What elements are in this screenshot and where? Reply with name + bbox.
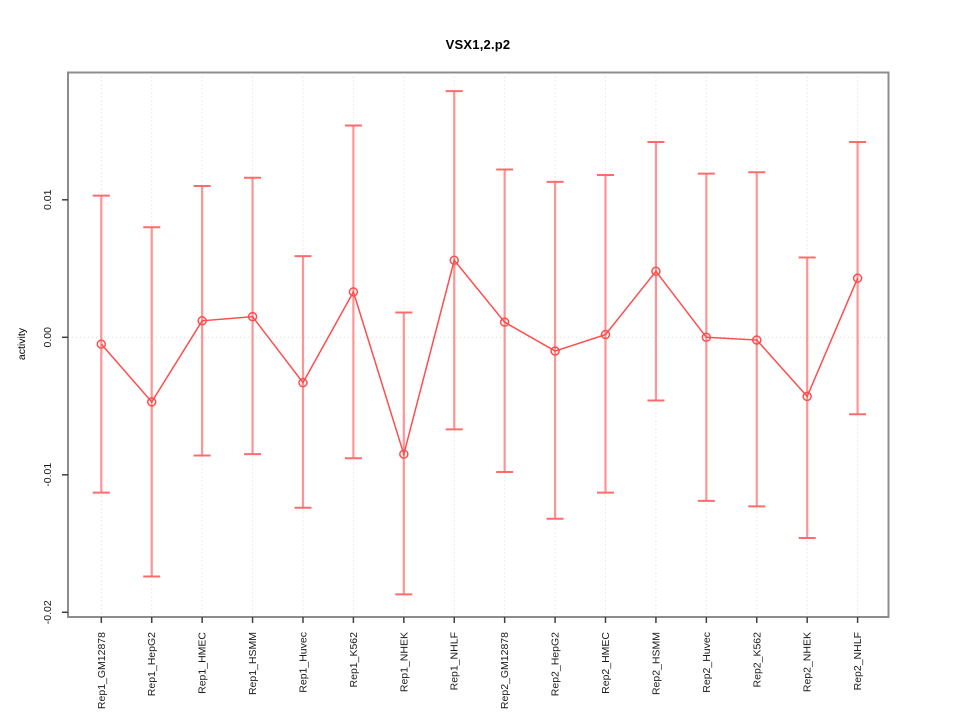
y-tick-label: -0.02	[42, 600, 54, 624]
y-axis: 0.01 0.00 -0.01 -0.02	[42, 189, 68, 624]
x-axis: Rep1_GM12878 Rep1_HepG2 Rep1_HMEC Rep1_HSMM…	[96, 617, 864, 709]
x-tick-label: Rep1_Huvec	[297, 632, 309, 693]
x-tick-label: Rep2_NHLF	[852, 632, 864, 690]
x-tick-label: Rep2_HSMM	[650, 632, 662, 695]
data-point	[651, 266, 661, 277]
data-point	[550, 346, 560, 356]
x-tick-label: Rep1_K562	[348, 632, 360, 688]
data-point	[146, 397, 157, 407]
chart-title: VSX1,2.p2	[445, 37, 511, 52]
x-tick-label: Rep1_HMEC	[197, 632, 209, 694]
data-point	[348, 287, 359, 297]
x-tick-label: Rep1_NHEK	[398, 632, 410, 692]
x-tick-label: Rep2_HMEC	[600, 632, 612, 694]
y-tick-label: 0.00	[42, 327, 54, 348]
x-tick-label: Rep2_K562	[751, 632, 763, 688]
data-point	[197, 316, 207, 326]
data-points	[96, 255, 863, 459]
x-tick-label: Rep1_HSMM	[247, 632, 259, 695]
x-tick-label: Rep2_Huvec	[701, 632, 713, 693]
x-tick-label: Rep2_NHEK	[802, 632, 814, 692]
data-point	[802, 391, 812, 402]
plot-box	[67, 71, 890, 618]
x-tick-label: Rep2_HepG2	[550, 632, 562, 696]
data-point	[298, 377, 308, 388]
y-axis-label: activity	[16, 328, 28, 361]
x-tick-label: Rep1_HepG2	[146, 632, 158, 696]
data-point	[852, 273, 863, 283]
x-tick-label: Rep1_GM12878	[96, 632, 108, 709]
gridlines	[100, 72, 859, 617]
data-point	[247, 311, 258, 322]
data-point	[600, 329, 611, 340]
x-tick-label: Rep2_GM12878	[499, 632, 511, 709]
y-tick-label: 0.01	[42, 189, 54, 210]
data-point	[96, 339, 107, 349]
data-line	[100, 258, 859, 457]
error-bars	[92, 90, 867, 596]
data-point	[701, 332, 712, 343]
data-point	[752, 335, 762, 345]
data-point	[499, 317, 510, 327]
y-tick-label: -0.01	[42, 463, 54, 487]
data-point	[399, 449, 409, 459]
data-point	[449, 255, 459, 266]
x-tick-label: Rep1_NHLF	[449, 632, 461, 690]
